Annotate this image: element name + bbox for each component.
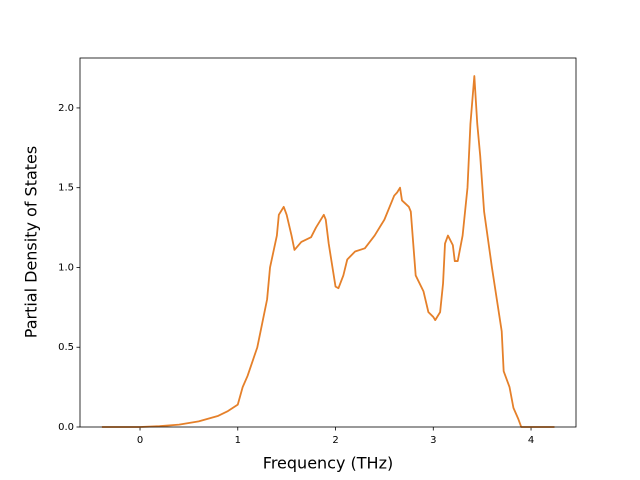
data-line xyxy=(101,75,555,428)
y-tick-label: 2.0 xyxy=(58,103,74,114)
y-tick-label: 0.5 xyxy=(58,342,74,353)
x-tick-label: 0 xyxy=(137,435,143,446)
y-axis-label: Partial Density of States xyxy=(22,146,41,338)
x-tick-label: 2 xyxy=(332,435,338,446)
y-tick-label: 1.5 xyxy=(58,183,74,194)
x-tick-label: 1 xyxy=(235,435,241,446)
y-tick-label: 1.0 xyxy=(58,262,74,273)
x-axis-label: Frequency (THz) xyxy=(263,454,393,473)
y-tick-label: 0.0 xyxy=(58,422,74,433)
plot-frame xyxy=(79,57,577,428)
x-tick-label: 3 xyxy=(430,435,436,446)
x-tick-label: 4 xyxy=(528,435,534,446)
